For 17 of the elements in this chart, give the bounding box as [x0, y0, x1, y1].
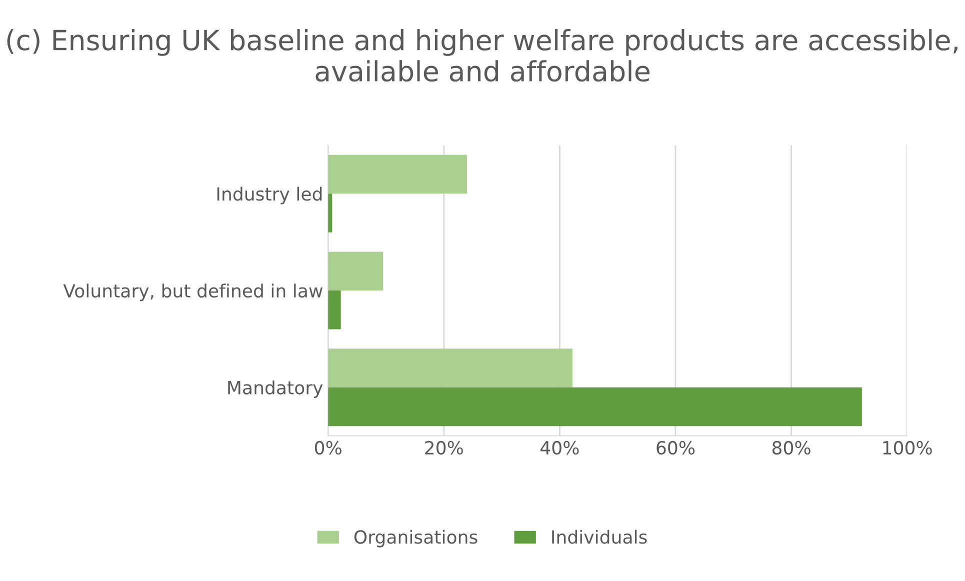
y-tick-label: Mandatory	[228, 380, 323, 398]
y-tick-label: Voluntary, but defined in law	[63, 284, 322, 302]
bar	[328, 252, 384, 290]
x-tick-label: 100%	[883, 440, 932, 455]
x-tick-label: 20%	[425, 440, 463, 455]
legend-label: Organisations	[354, 530, 478, 548]
bar	[328, 348, 572, 388]
chart-title: (c) Ensuring UK baseline and higher welfare products are accessible, available and affordable	[7, 29, 958, 82]
bar	[328, 387, 862, 426]
x-tick-label: 80%	[772, 440, 810, 455]
x-tick-label: 40%	[540, 440, 579, 455]
x-tick-label: 0%	[314, 440, 342, 455]
bar	[328, 290, 341, 330]
legend-label: Individuals	[552, 530, 647, 544]
y-tick-label: Industry led	[217, 186, 322, 204]
bar	[328, 154, 468, 194]
x-tick-label: 60%	[656, 440, 695, 455]
